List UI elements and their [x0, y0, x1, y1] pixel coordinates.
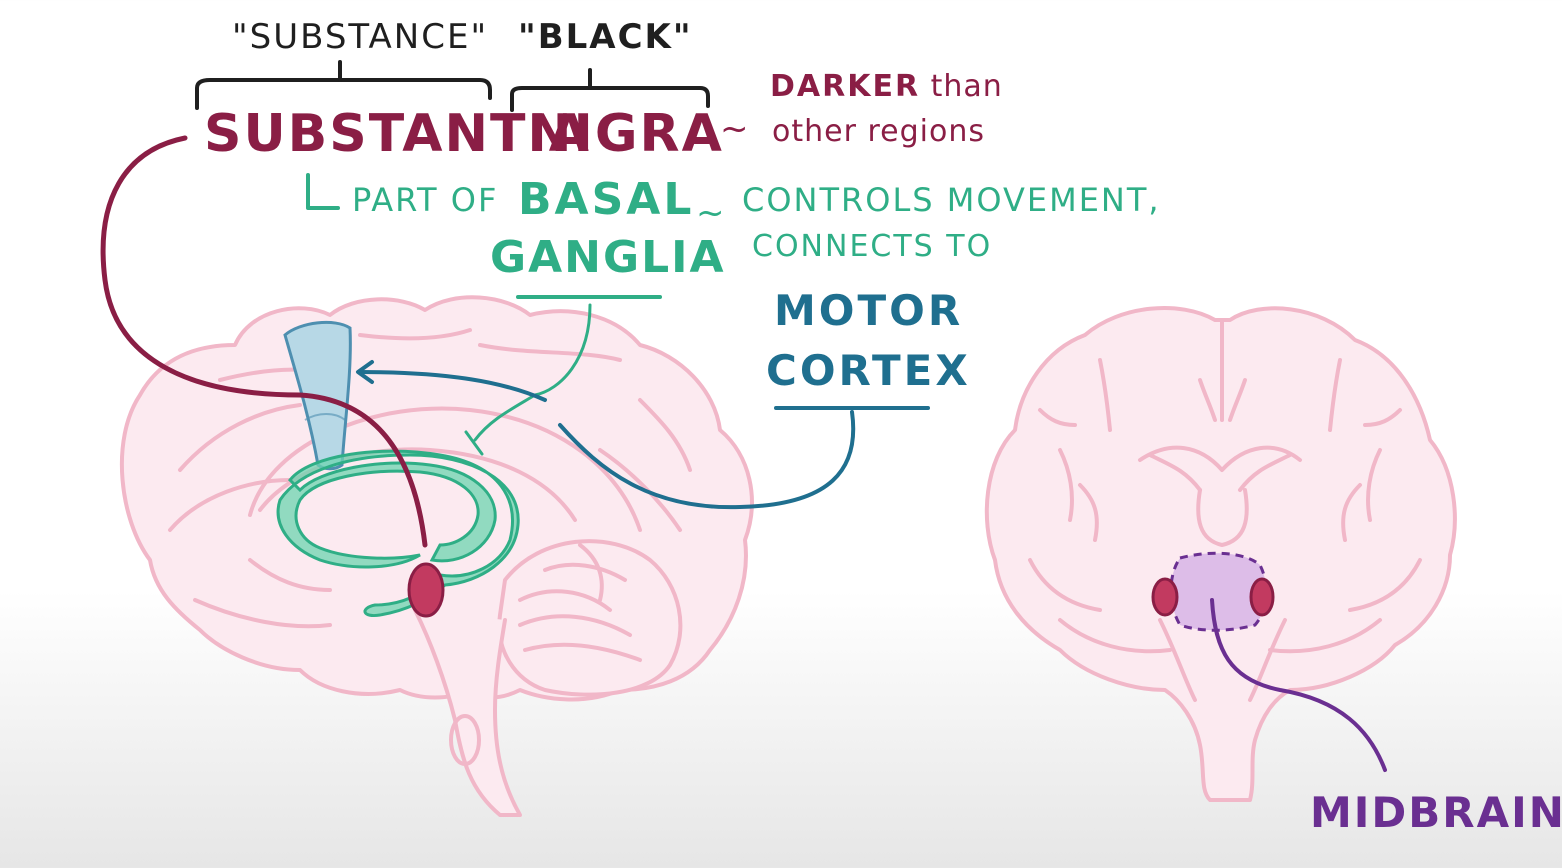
controls-movement: CONTROLS MOVEMENT,: [742, 181, 1161, 219]
black-translation: "BLACK": [518, 17, 693, 57]
part-of-hook: [306, 173, 340, 210]
midbrain-pointer: [1210, 598, 1387, 772]
basal-word: BASAL: [518, 174, 695, 225]
motor-cortex-pointer: [358, 370, 856, 510]
part-of-label: PART OF: [352, 181, 499, 219]
basal-tilde: ~: [696, 193, 725, 233]
substantia-word: SUBSTANTIA: [204, 104, 592, 164]
than-word: than: [930, 69, 1003, 104]
connects-to: CONNECTS TO: [752, 229, 993, 264]
sagittal-brain: [119, 295, 754, 817]
substantia-nigra-blob: [407, 562, 445, 618]
substance-translation: "SUBSTANCE": [232, 17, 489, 57]
darker-tilde: ~: [720, 109, 750, 149]
nigra-word: NIGRA: [528, 104, 724, 164]
ganglia-word: GANGLIA: [490, 232, 726, 283]
substantia-nigra-left: [1151, 577, 1179, 617]
motor-word: MOTOR: [774, 286, 964, 335]
title-brackets: [195, 60, 710, 112]
midbrain-label: MIDBRAIN: [1310, 788, 1562, 837]
darker-line: DARKER than: [770, 72, 1003, 102]
darker-word: DARKER: [770, 69, 921, 104]
cortex-word: CORTEX: [766, 346, 971, 395]
other-regions: other regions: [772, 114, 985, 149]
substantia-nigra-right: [1249, 577, 1275, 617]
basal-ganglia-pointer: [473, 303, 592, 442]
substantia-nigra-pointer: [100, 135, 428, 548]
